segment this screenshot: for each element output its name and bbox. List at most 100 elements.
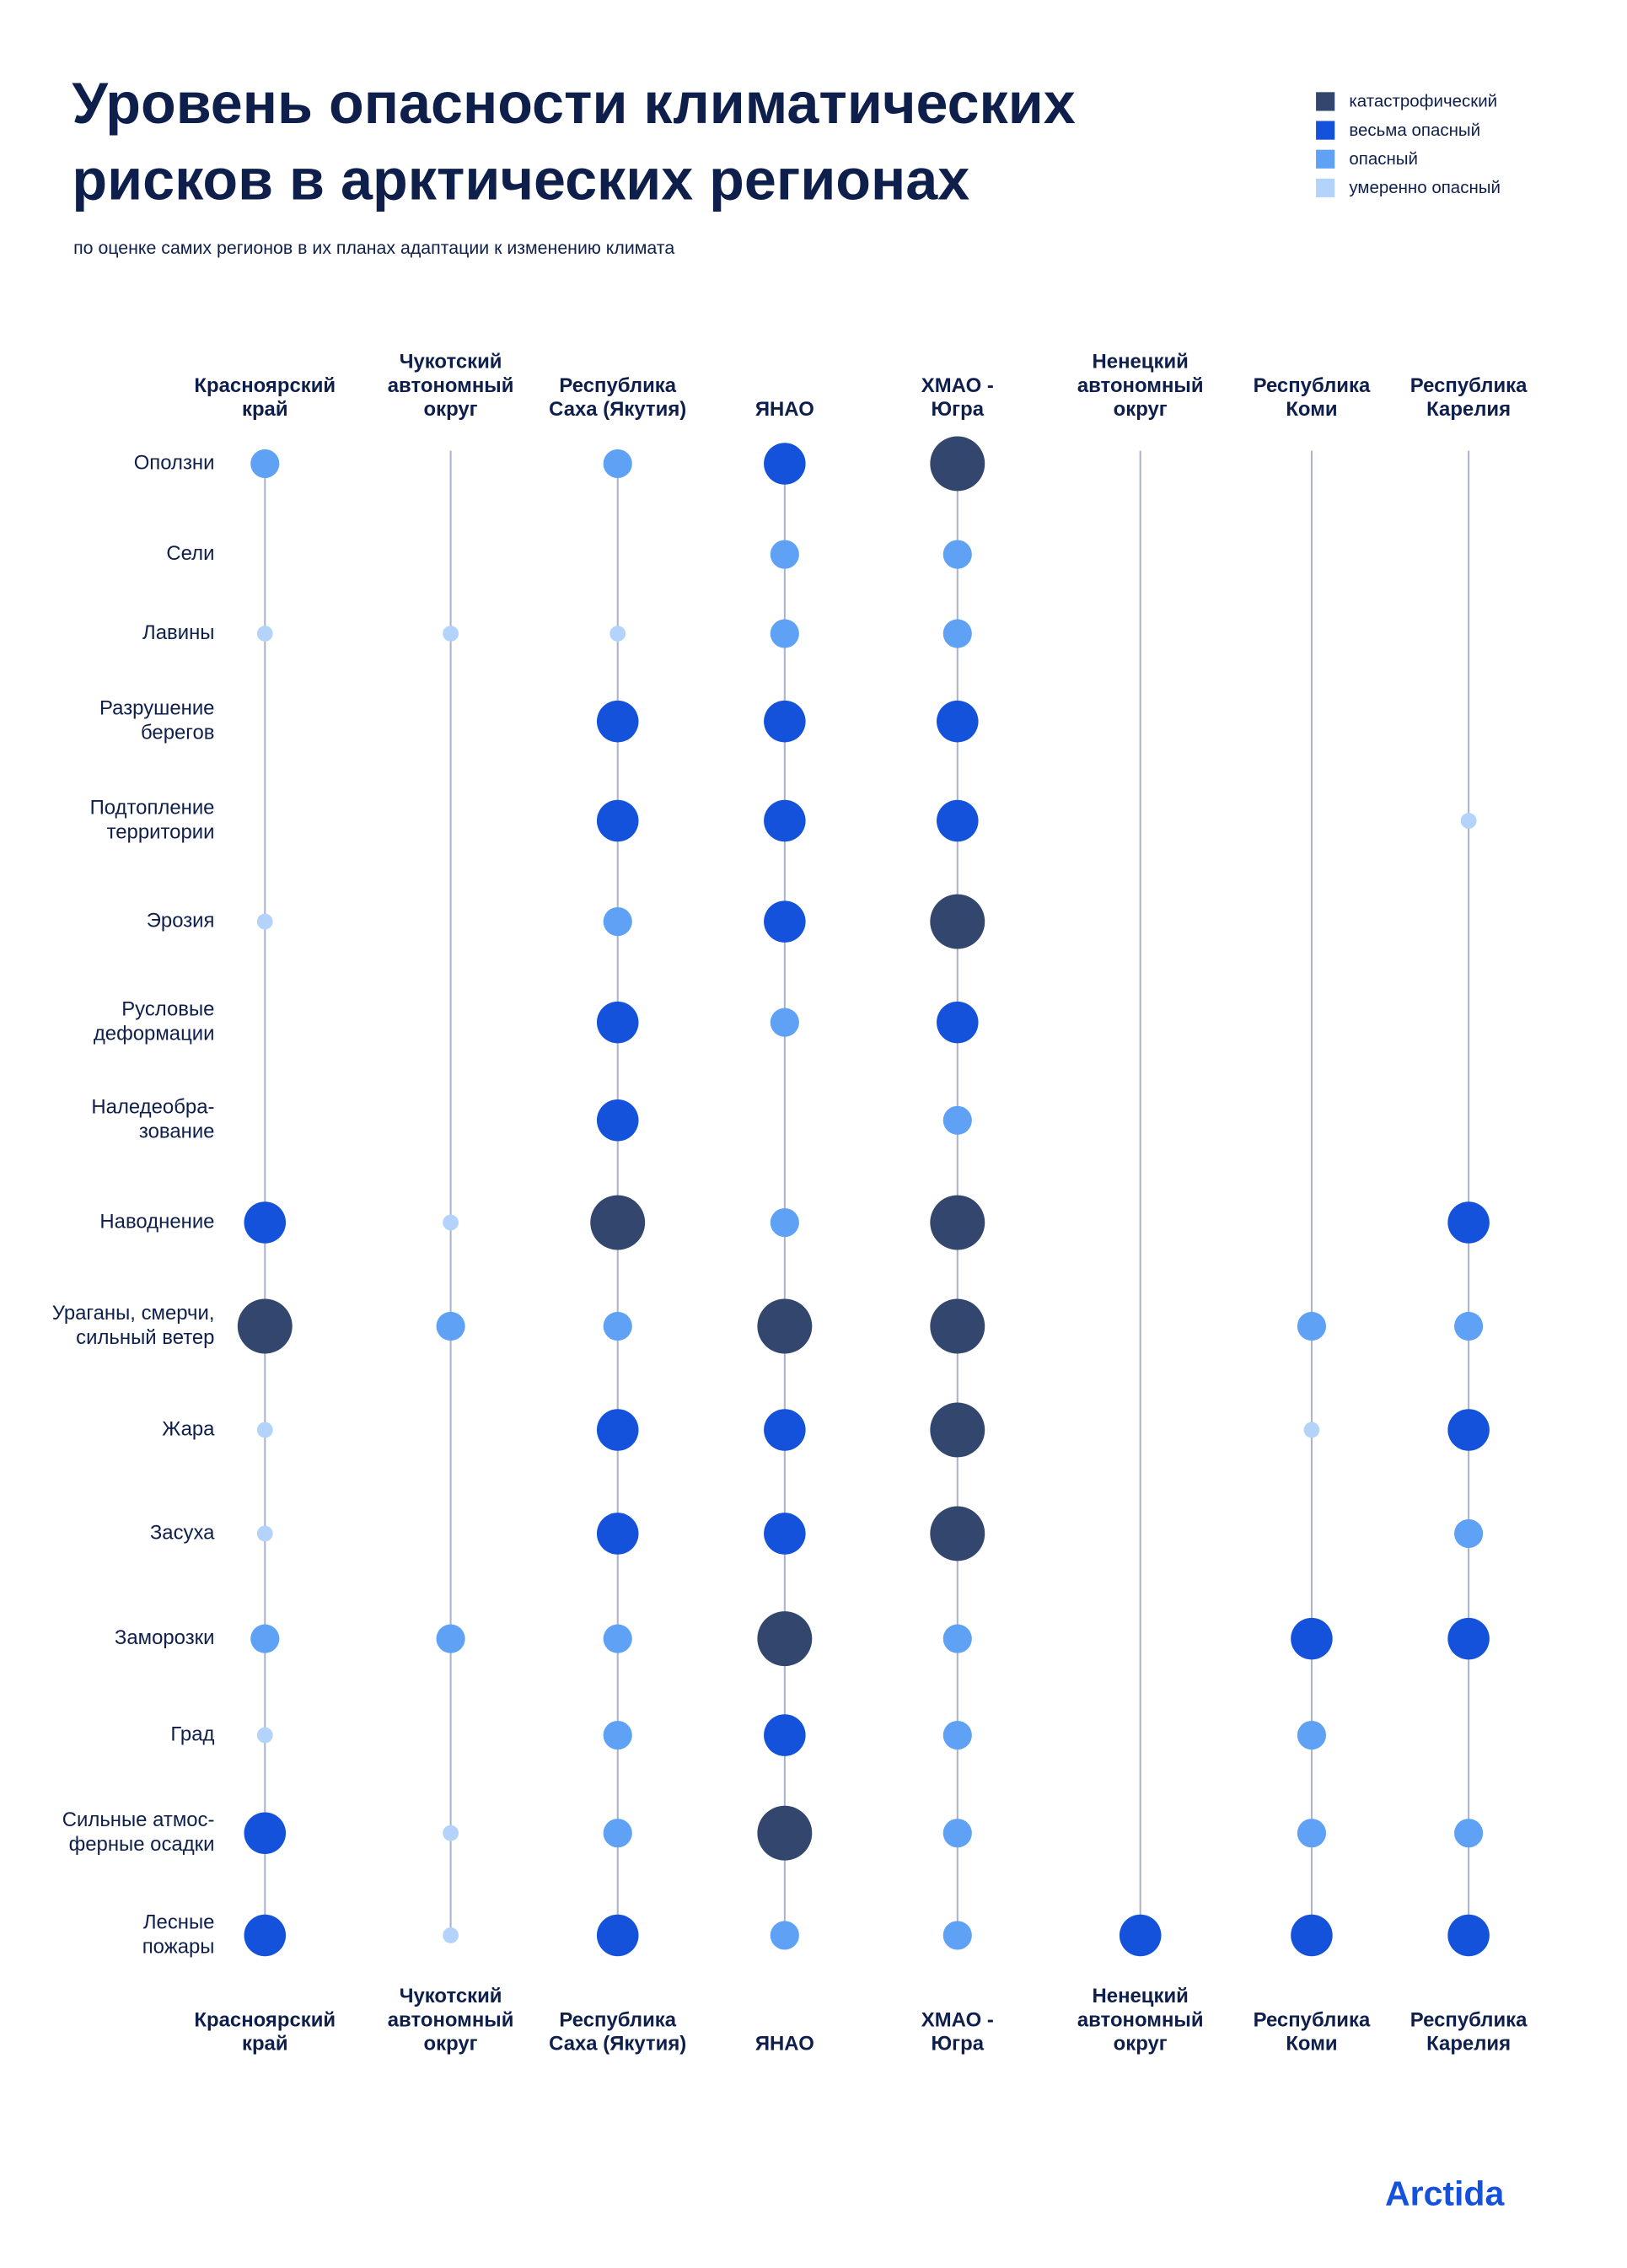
risk-dot [596, 1513, 639, 1555]
row-label: Засуха [150, 1521, 215, 1544]
row-label: Русловые [121, 997, 214, 1020]
row-label: берегов [141, 722, 215, 744]
risk-dot [609, 626, 626, 642]
column-label: Югра [932, 2033, 985, 2056]
column-label: Карелия [1426, 398, 1511, 421]
risk-dot [770, 540, 799, 569]
column-label: Республика [1254, 374, 1371, 397]
row-label: Разрушение [99, 696, 214, 719]
column-label: Чукотский [400, 351, 502, 374]
column-label: Красноярский [194, 374, 336, 397]
risk-dot [942, 1819, 972, 1848]
risk-dot [764, 1513, 806, 1555]
column-label: автономный [388, 2008, 514, 2031]
risk-dot [942, 1720, 972, 1750]
risk-dot [1119, 1914, 1162, 1957]
column-label: автономный [388, 374, 514, 397]
risk-dot [436, 1311, 465, 1341]
risk-dot [256, 1422, 273, 1438]
risk-dot [256, 913, 273, 930]
column-label: Саха (Якутия) [549, 2033, 686, 2056]
row-label: Жара [162, 1417, 215, 1440]
row-label: Лесные [143, 1911, 215, 1933]
row-label: Эрозия [147, 909, 215, 932]
risk-dot [757, 1611, 813, 1667]
risk-dot [256, 626, 273, 642]
column-label: ХМАО - [921, 374, 994, 397]
row-label: пожары [142, 1935, 215, 1958]
risk-dot [596, 700, 639, 743]
column-label: Ненецкий [1093, 351, 1189, 374]
column-label: округ [424, 2033, 478, 2056]
risk-dot [757, 1805, 813, 1861]
row-label: территории [107, 820, 215, 843]
row-label: Подтопление [90, 796, 215, 819]
risk-dot [596, 1914, 639, 1957]
column-label: округ [424, 398, 478, 421]
risk-dot [937, 1001, 979, 1044]
risk-dot [603, 1720, 632, 1750]
column-label: автономный [1077, 2008, 1204, 2031]
risk-dot [603, 1624, 632, 1653]
risk-dot [237, 1298, 293, 1354]
risk-dot [1447, 1201, 1490, 1244]
risk-dot [1297, 1819, 1327, 1848]
column-label: Ненецкий [1093, 1985, 1189, 2007]
risk-dot [436, 1624, 465, 1653]
column-label: Республика [1254, 2008, 1371, 2031]
logo: Arctida [1385, 2174, 1505, 2212]
risk-dot [930, 894, 985, 949]
risk-dot [443, 1825, 459, 1841]
risk-dot [770, 1921, 799, 1950]
risk-dot [764, 900, 806, 943]
legend-label: умеренно опасный [1349, 178, 1501, 197]
row-label: Наледеобра- [91, 1096, 214, 1119]
risk-dot [1447, 1914, 1490, 1957]
row-label: деформации [94, 1022, 215, 1045]
risk-dot [1447, 1617, 1490, 1660]
column-label: край [242, 2033, 288, 2056]
legend-swatch [1316, 92, 1335, 111]
row-label: Ураганы, смерчи, [52, 1302, 215, 1325]
risk-dot [603, 1311, 632, 1341]
column-label: округ [1114, 2033, 1168, 2056]
risk-dot [764, 443, 806, 485]
row-label: Сели [166, 542, 214, 565]
risk-dot [1291, 1617, 1333, 1660]
risk-dot [256, 1525, 273, 1542]
risk-dot [1297, 1720, 1327, 1750]
column-label: Республика [559, 2008, 676, 2031]
chart-title: Уровень опасности климатических [72, 72, 1075, 136]
risk-dot [764, 1409, 806, 1451]
row-label: Град [170, 1722, 214, 1745]
column-label: Чукотский [400, 1985, 502, 2007]
legend-swatch [1316, 149, 1335, 169]
legend-swatch [1316, 178, 1335, 197]
risk-dot [764, 700, 806, 743]
risk-dot [770, 1207, 799, 1238]
legend-label: опасный [1349, 149, 1418, 169]
risk-dot [443, 626, 459, 642]
risk-dot [603, 449, 632, 479]
risk-dot [942, 1624, 972, 1653]
column-label: ЯНАО [755, 2033, 814, 2056]
risk-dot [942, 619, 972, 648]
risk-dot [930, 1506, 985, 1561]
risk-dot [942, 540, 972, 569]
risk-dot [1454, 1819, 1484, 1848]
risk-dot [596, 1001, 639, 1044]
risk-dot [244, 1914, 287, 1957]
risk-dot [1303, 1422, 1320, 1438]
risk-dot [764, 799, 806, 842]
risk-dot [250, 449, 280, 479]
risk-dot [596, 1409, 639, 1451]
risk-dot [770, 1008, 799, 1037]
column-label: Югра [932, 398, 985, 421]
risk-dot [1447, 1409, 1490, 1451]
risk-dot [930, 436, 985, 492]
risk-dot [942, 1105, 972, 1135]
risk-dot [930, 1298, 985, 1354]
risk-dot [590, 1195, 646, 1250]
column-label: ЯНАО [755, 398, 814, 421]
